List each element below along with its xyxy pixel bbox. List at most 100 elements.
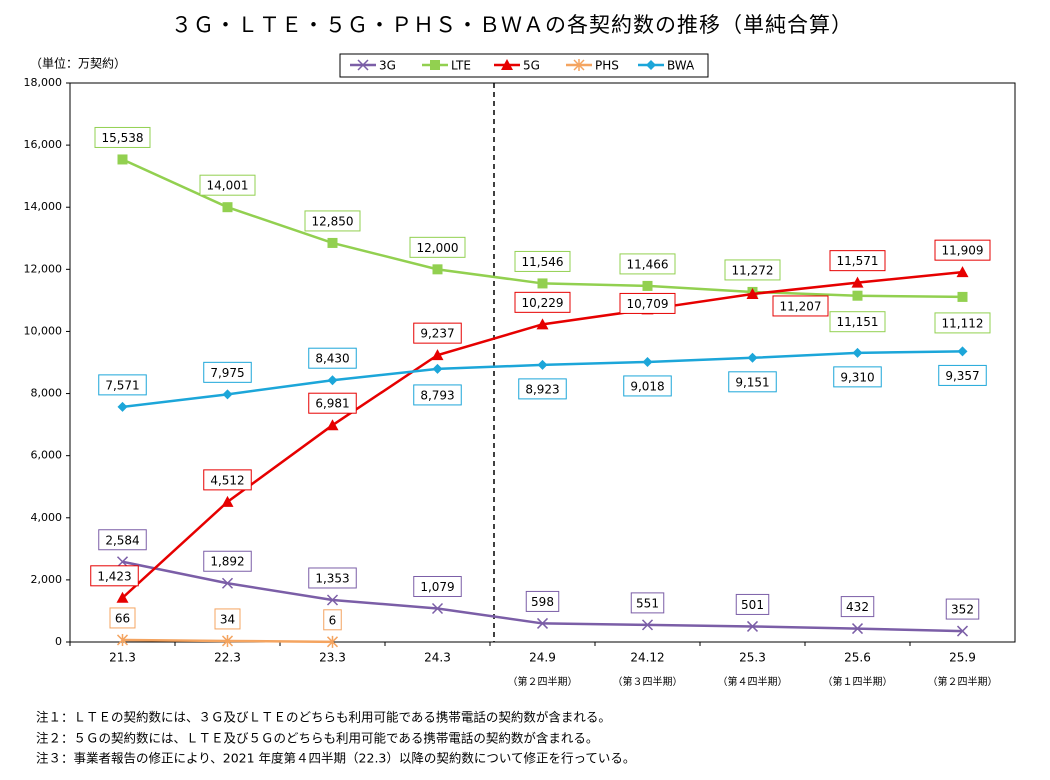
plot-area xyxy=(69,82,1016,643)
data-label-box xyxy=(630,592,665,614)
data-label-box xyxy=(829,250,886,272)
x-tick-label: 25.6 xyxy=(844,651,871,665)
data-label: 11,151 xyxy=(837,315,879,329)
data-label: 8,793 xyxy=(420,388,454,402)
data-label-box xyxy=(728,371,777,393)
data-point xyxy=(537,359,548,370)
data-label-box xyxy=(934,239,991,261)
data-label-box xyxy=(724,259,781,281)
data-point xyxy=(536,617,549,629)
data-label-box xyxy=(214,608,241,630)
data-point xyxy=(642,356,653,367)
data-label-box xyxy=(308,567,357,589)
data-point xyxy=(221,634,234,647)
data-point xyxy=(327,375,338,386)
data-label-box xyxy=(304,210,361,232)
data-point xyxy=(222,202,233,213)
x-tick-sublabel: （第２四半期） xyxy=(508,675,578,688)
data-label: 1,079 xyxy=(420,580,454,594)
data-point xyxy=(641,619,654,631)
data-label: 7,975 xyxy=(210,366,244,380)
data-label-box xyxy=(514,291,571,313)
y-tick-label: 16,000 xyxy=(24,138,63,151)
data-label-box xyxy=(938,364,987,386)
data-point xyxy=(326,635,339,648)
data-point xyxy=(221,577,234,589)
y-tick-label: 2,000 xyxy=(31,573,63,586)
data-label: 11,571 xyxy=(837,254,879,268)
note: 注３：事業者報告の修正により、2021 年度第４四半期（22.3）以降の契約数に… xyxy=(36,751,635,766)
data-label-box xyxy=(514,250,571,272)
data-point xyxy=(116,556,129,568)
data-label: 15,538 xyxy=(102,131,144,145)
data-point xyxy=(957,346,968,357)
data-label: 11,909 xyxy=(942,244,984,258)
data-label: 4,512 xyxy=(210,473,244,487)
data-point xyxy=(326,419,339,431)
legend-box xyxy=(339,53,709,78)
data-label-box xyxy=(619,292,676,314)
data-label: 11,546 xyxy=(522,255,564,269)
data-point xyxy=(221,495,234,507)
data-point xyxy=(116,591,129,603)
legend-marker xyxy=(430,60,440,70)
data-label: 9,310 xyxy=(840,370,874,384)
data-label: 7,571 xyxy=(105,378,139,392)
data-label-box xyxy=(98,529,147,551)
y-tick-label: 8,000 xyxy=(31,387,63,400)
data-label: 352 xyxy=(951,603,974,617)
data-label-box xyxy=(623,375,672,397)
chart-title: ３Ｇ・ＬＴＥ・５Ｇ・ＰＨＳ・ＢＷＡの各契約数の推移（単純合算） xyxy=(171,13,853,37)
data-label: 10,709 xyxy=(627,297,669,311)
data-point xyxy=(956,625,969,637)
data-label: 8,430 xyxy=(315,352,349,366)
data-point xyxy=(117,401,128,412)
data-point xyxy=(326,594,339,606)
legend-label: LTE xyxy=(451,59,471,73)
x-tick-label: 23.3 xyxy=(319,651,346,665)
data-label-box xyxy=(518,378,567,400)
data-label: 598 xyxy=(531,595,554,609)
data-label-box xyxy=(735,593,770,615)
data-label: 1,353 xyxy=(315,571,349,585)
data-label-box xyxy=(203,550,252,572)
x-tick-label: 25.3 xyxy=(739,651,766,665)
data-label: 9,237 xyxy=(420,327,454,341)
data-label: 432 xyxy=(846,600,869,614)
x-tick-sublabel: （第４四半期） xyxy=(718,675,788,688)
data-label-box xyxy=(413,322,462,344)
data-label-box xyxy=(94,126,151,148)
data-label: 12,850 xyxy=(312,214,354,228)
x-tick-sublabel: （第１四半期） xyxy=(823,675,893,688)
data-label: 9,018 xyxy=(630,379,664,393)
data-label-box xyxy=(840,596,875,618)
data-label-box xyxy=(413,384,462,406)
data-label: 8,923 xyxy=(525,382,559,396)
data-point xyxy=(746,620,759,632)
data-point xyxy=(642,280,653,291)
x-tick-sublabel: （第３四半期） xyxy=(613,675,683,688)
data-label-box xyxy=(772,295,829,317)
y-tick-label: 6,000 xyxy=(31,449,63,462)
y-tick-label: 14,000 xyxy=(24,200,63,213)
legend-label: PHS xyxy=(595,59,619,73)
legend-marker xyxy=(357,59,369,71)
data-point xyxy=(851,623,864,635)
data-label: 11,272 xyxy=(732,263,774,277)
data-label-box xyxy=(829,311,886,333)
note: 注２：５Ｇの契約数には、ＬＴＥ及び５Ｇのどちらも利用可能である携帯電話の契約数が… xyxy=(36,731,598,746)
data-point xyxy=(956,266,969,278)
data-label: 11,112 xyxy=(942,316,984,330)
data-label-box xyxy=(525,590,560,612)
data-label: 11,466 xyxy=(627,257,669,271)
data-point xyxy=(222,389,233,400)
y-tick-label: 18,000 xyxy=(24,76,63,89)
y-axis-label: （単位：万契約） xyxy=(30,56,126,71)
data-label-box xyxy=(308,347,357,369)
data-label-box xyxy=(934,312,991,334)
data-point xyxy=(537,278,548,289)
data-point xyxy=(432,264,443,275)
legend-marker xyxy=(646,60,656,70)
data-point xyxy=(432,363,443,374)
